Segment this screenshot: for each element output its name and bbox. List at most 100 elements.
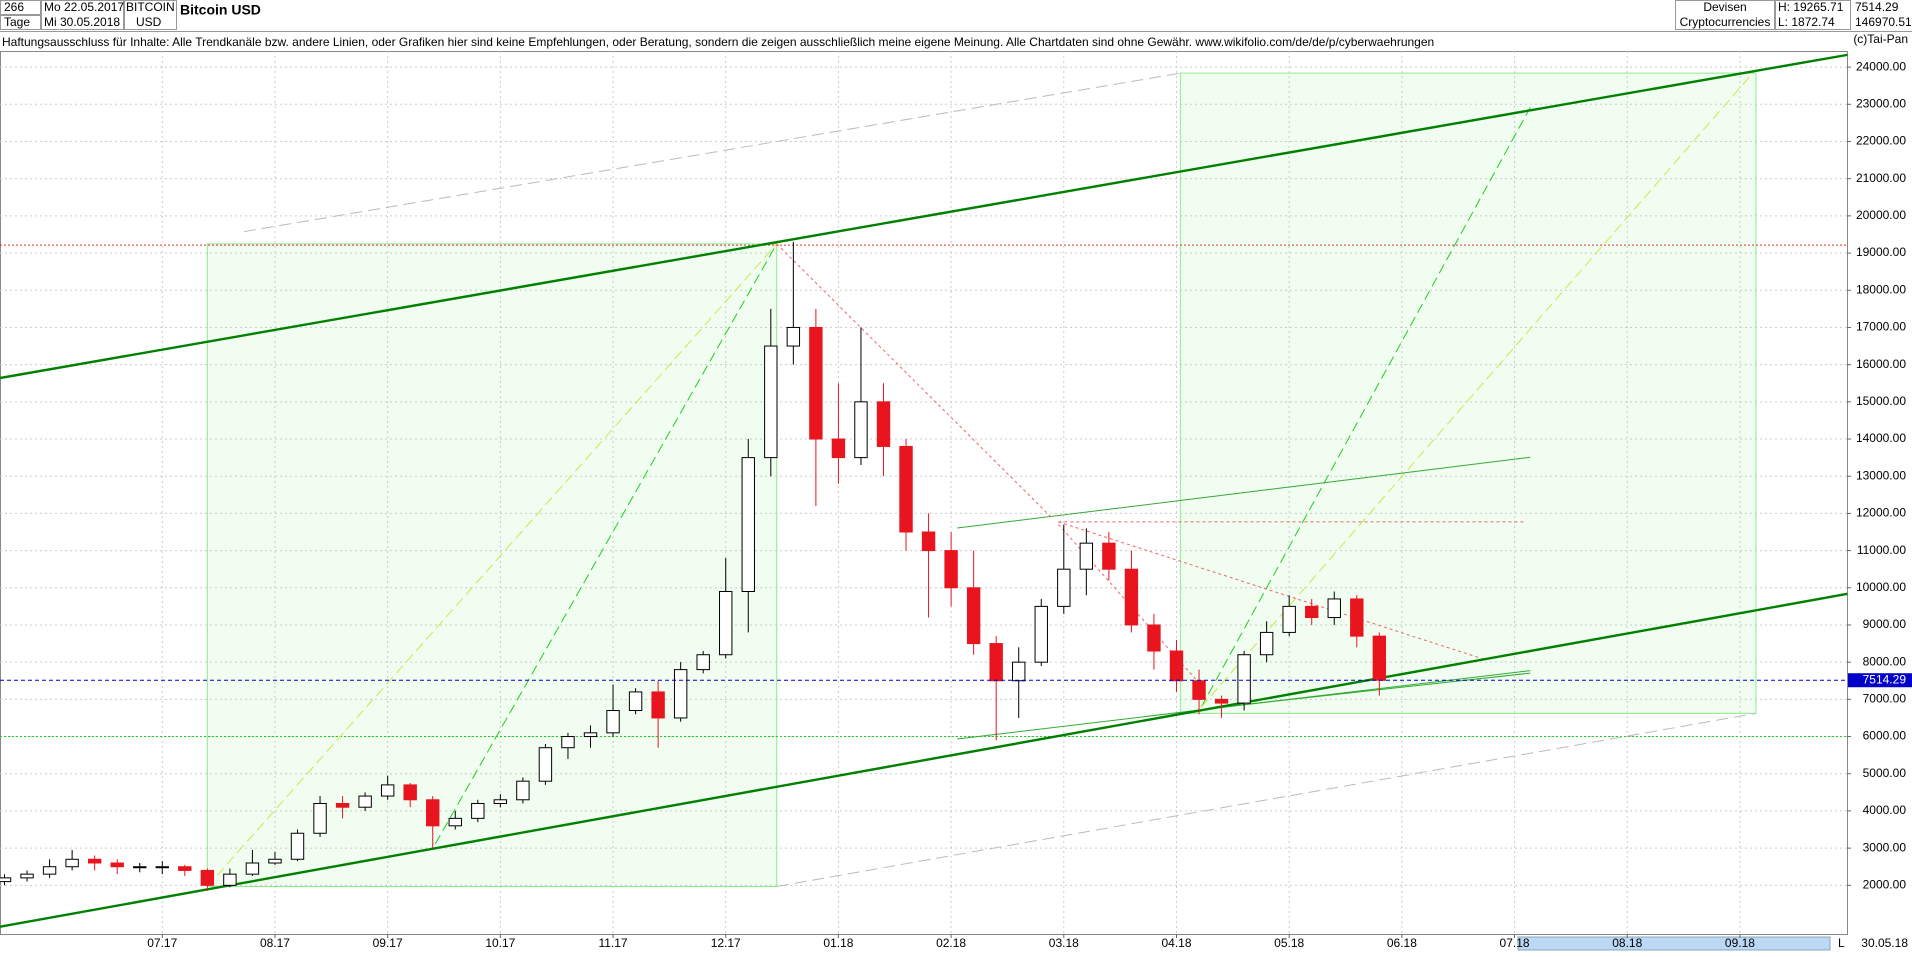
y-tick-label: 17000.00: [1856, 320, 1906, 334]
candle-body: [944, 550, 958, 589]
candle-body: [245, 862, 260, 875]
from-date: Mo 22.05.2017: [44, 0, 124, 14]
candle-body: [538, 747, 553, 782]
x-tick-label: 04.18: [1161, 936, 1191, 950]
candle-body: [719, 591, 733, 656]
y-tick-label: 7000.00: [1863, 692, 1907, 706]
y-tick-label: 6000.00: [1863, 729, 1907, 743]
trend-line: [1219, 673, 1530, 707]
period[interactable]: Tage: [4, 15, 30, 29]
candle-body: [1237, 654, 1251, 704]
box: [1675, 0, 1775, 30]
x-tick-label: 10.17: [485, 936, 515, 950]
candle-body: [651, 691, 665, 719]
candle-body: [1034, 605, 1048, 663]
candle-body: [110, 862, 124, 868]
y-tick-label: 20000.00: [1856, 208, 1906, 222]
y-tick-label: 23000.00: [1856, 96, 1906, 110]
candle-body: [786, 326, 801, 347]
candle-body: [313, 802, 327, 834]
y-tick-label: 14000.00: [1856, 431, 1906, 445]
candle-body: [696, 654, 710, 671]
candle-body: [133, 866, 147, 869]
candle-body: [380, 784, 395, 797]
y-tick-label: 11000.00: [1857, 543, 1906, 557]
y-tick-label: 8000.00: [1863, 654, 1907, 668]
copyright: (c)Tai-Pan: [1853, 32, 1908, 46]
y-tick-label: 2000.00: [1863, 877, 1907, 891]
candle-body: [876, 401, 891, 447]
last-price: 7514.29: [1855, 0, 1899, 14]
x-tick-label: 08.18: [1612, 936, 1642, 950]
candle-body: [1327, 598, 1341, 619]
y-tick-label: 16000.00: [1856, 357, 1906, 371]
last-price-box: [1848, 673, 1912, 688]
candle-body: [493, 799, 508, 804]
group: Cryptocurrencies: [1680, 15, 1771, 29]
candle-body: [1372, 635, 1387, 681]
to-date: Mi 30.05.2018: [44, 15, 120, 29]
x-tick-label: 08.17: [260, 936, 290, 950]
channel-upper: [0, 55, 1847, 378]
green-dashed: [435, 244, 776, 844]
candle-body: [966, 587, 981, 645]
red-dotted: [1058, 522, 1481, 659]
x-tick-label: 12.17: [711, 936, 741, 950]
candle-body: [1079, 542, 1094, 570]
low: L: 1872.74: [1778, 15, 1835, 29]
candle-body: [854, 401, 868, 459]
y-tick-label: 13000.00: [1856, 468, 1906, 482]
grid: [0, 51, 1847, 934]
candle-body: [831, 438, 846, 459]
scroll-label: L: [1838, 936, 1845, 950]
red-dotted: [777, 244, 1051, 517]
candle-body: [1350, 598, 1364, 637]
y-tick-label: 21000.00: [1856, 171, 1906, 185]
bars[interactable]: 266: [4, 0, 24, 14]
candle-body: [561, 736, 575, 749]
symbol: BITCOIN: [126, 0, 175, 14]
scrollbar[interactable]: [1517, 936, 1831, 951]
candle-body: [1259, 631, 1274, 656]
x-tick-label: 09.18: [1725, 936, 1755, 950]
x-tick-label: 03.18: [1049, 936, 1079, 950]
box: [0, 15, 41, 30]
y-tick-label: 4000.00: [1863, 803, 1907, 817]
volume: 146970.51: [1855, 15, 1912, 29]
candle-body: [268, 858, 282, 864]
candle-body: [1305, 605, 1319, 619]
x-tick-label: 09.17: [373, 936, 403, 950]
yellow-line: [207, 244, 776, 887]
y-tick-label: 22000.00: [1856, 134, 1906, 148]
candle-body: [426, 799, 440, 827]
box: [0, 0, 41, 15]
x-tick-label: 01.18: [823, 936, 853, 950]
y-tick-label: 15000.00: [1856, 394, 1906, 408]
annotations: [0, 55, 1847, 927]
gray-line: [244, 73, 1180, 232]
candle-body: [1102, 542, 1116, 570]
candle-body: [1012, 661, 1026, 682]
candle-body: [606, 710, 620, 734]
candle-body: [989, 643, 1003, 682]
currency: USD: [136, 15, 162, 29]
candle-body: [741, 457, 755, 593]
box: [41, 0, 124, 30]
candle-body: [921, 531, 936, 552]
candle-body: [155, 866, 169, 869]
candle-body: [1124, 568, 1139, 626]
candle-body: [335, 802, 350, 808]
candle-body: [583, 732, 598, 738]
x-tick-label: 02.18: [936, 936, 966, 950]
candle-body: [1214, 698, 1229, 704]
chart-title: Bitcoin USD: [180, 2, 261, 18]
candle-body: [403, 784, 417, 801]
box: [1775, 0, 1851, 30]
candle-body: [1169, 650, 1184, 682]
end-date: 30.05.18: [1861, 936, 1908, 950]
high: H: 19265.71: [1778, 0, 1844, 14]
disclaimer: Haftungsausschluss für Inhalte: Alle Tre…: [2, 35, 1434, 49]
candle-body: [764, 345, 778, 459]
